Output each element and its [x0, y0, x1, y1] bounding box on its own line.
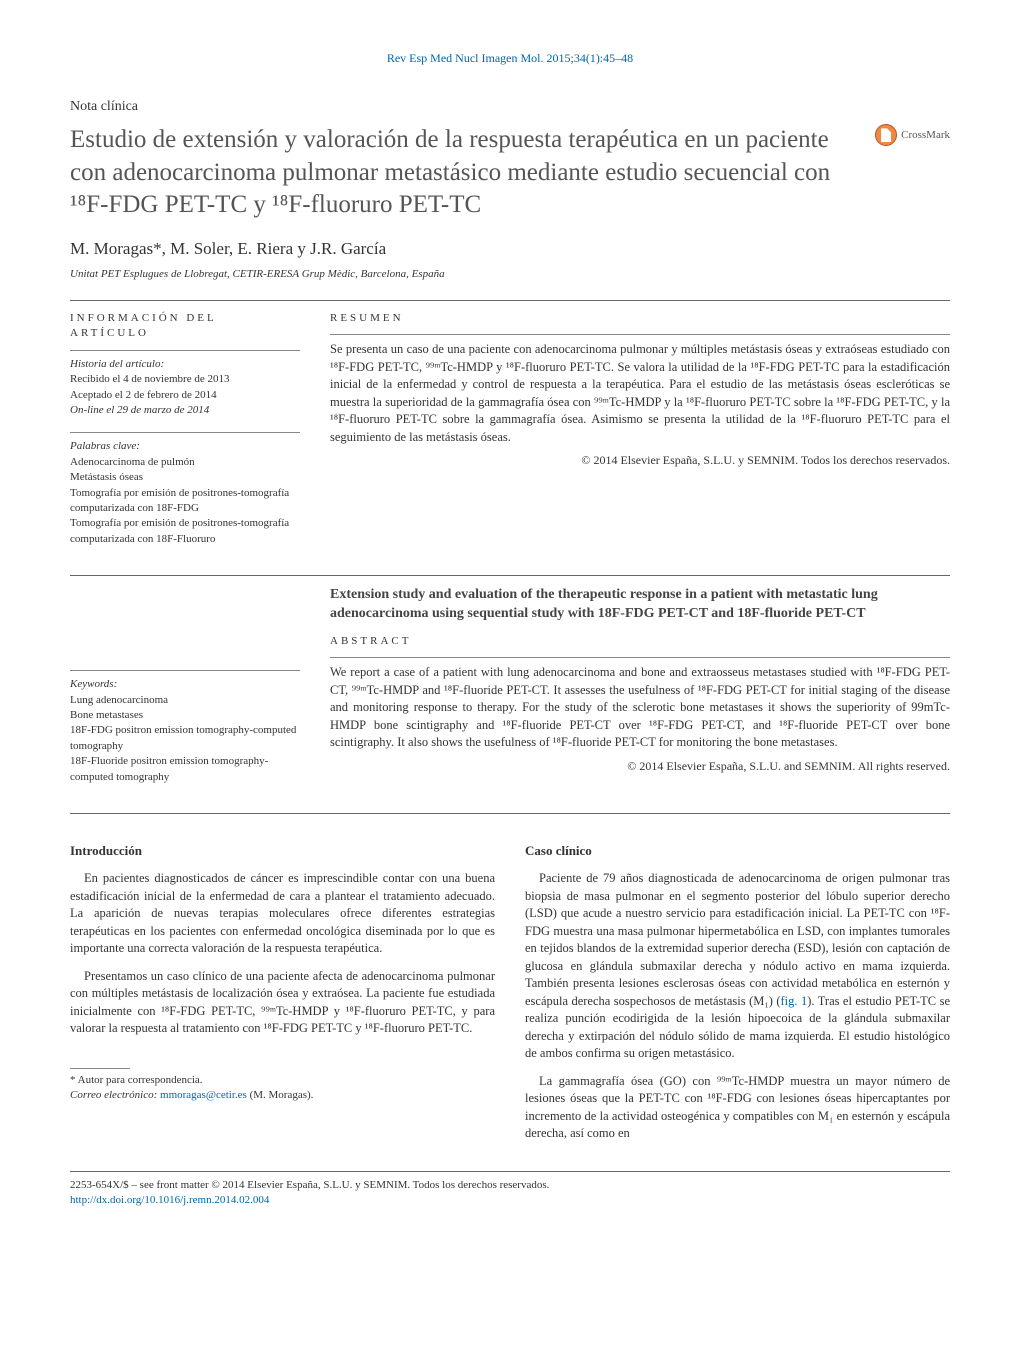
divider [70, 432, 300, 433]
abstract-heading: ABSTRACT [330, 634, 950, 649]
doi-link[interactable]: http://dx.doi.org/10.1016/j.remn.2014.02… [70, 1194, 269, 1206]
authors: M. Moragas*, M. Soler, E. Riera y J.R. G… [70, 237, 950, 261]
corresponding-email: Correo electrónico: mmoragas@cetir.es (M… [70, 1088, 495, 1103]
keyword-item: Bone metastases [70, 708, 300, 723]
keyword-item: Tomografía por emisión de positrones-tom… [70, 486, 300, 517]
history-label: Historia del artículo: [70, 357, 300, 372]
article-history: Historia del artículo: Recibido el 4 de … [70, 357, 300, 419]
case-paragraph: La gammagrafía ósea (GO) con ⁹⁹ᵐTc-HMDP … [525, 1073, 950, 1143]
resumen-text: Se presenta un caso de una paciente con … [330, 341, 950, 446]
history-online: On-line el 29 de marzo de 2014 [70, 403, 300, 418]
case-heading: Caso clínico [525, 842, 950, 860]
keyword-item: 18F-FDG positron emission tomography-com… [70, 723, 300, 754]
keywords-label: Palabras clave: [70, 439, 300, 454]
divider [70, 300, 950, 301]
case-paragraph: Paciente de 79 años diagnosticada de ade… [525, 870, 950, 1063]
divider [330, 334, 950, 335]
intro-paragraph: Presentamos un caso clínico de una pacie… [70, 968, 495, 1038]
affiliation: Unitat PET Esplugues de Llobregat, CETIR… [70, 267, 950, 282]
article-title: Estudio de extensión y valoración de la … [70, 124, 875, 222]
resumen-heading: RESUMEN [330, 311, 950, 326]
keyword-item: Adenocarcinoma de pulmón [70, 455, 300, 470]
keyword-item: Tomografía por emisión de positrones-tom… [70, 516, 300, 547]
keyword-item: Lung adenocarcinoma [70, 693, 300, 708]
email-link[interactable]: mmoragas@cetir.es [160, 1089, 247, 1101]
divider [70, 350, 300, 351]
english-title: Extension study and evaluation of the th… [330, 586, 950, 624]
divider [70, 575, 950, 576]
figure-reference[interactable]: fig. 1 [780, 994, 807, 1008]
intro-heading: Introducción [70, 842, 495, 860]
divider [330, 657, 950, 658]
divider [70, 670, 300, 671]
history-received: Recibido el 4 de noviembre de 2013 [70, 372, 300, 387]
crossmark-badge[interactable]: CrossMark [875, 124, 950, 146]
crossmark-icon [875, 124, 897, 146]
corresponding-author-note: * Autor para correspondencia. [70, 1073, 495, 1088]
article-info-heading: INFORMACIÓN DEL ARTÍCULO [70, 311, 300, 342]
history-accepted: Aceptado el 2 de febrero de 2014 [70, 388, 300, 403]
keywords-english: Keywords: Lung adenocarcinoma Bone metas… [70, 677, 300, 785]
keyword-item: 18F-Fluoride positron emission tomograph… [70, 754, 300, 785]
keywords-label: Keywords: [70, 677, 300, 692]
keyword-item: Metástasis óseas [70, 470, 300, 485]
footnote-divider [70, 1068, 130, 1069]
keywords-spanish: Palabras clave: Adenocarcinoma de pulmón… [70, 439, 300, 547]
footer-divider [70, 1171, 950, 1172]
divider [70, 813, 950, 814]
journal-reference: Rev Esp Med Nucl Imagen Mol. 2015;34(1):… [70, 50, 950, 67]
copyright-english: © 2014 Elsevier España, S.L.U. and SEMNI… [330, 758, 950, 775]
abstract-text: We report a case of a patient with lung … [330, 664, 950, 752]
intro-paragraph: En pacientes diagnosticados de cáncer es… [70, 870, 495, 958]
crossmark-label: CrossMark [901, 128, 950, 143]
copyright-spanish: © 2014 Elsevier España, S.L.U. y SEMNIM.… [330, 452, 950, 469]
article-type: Nota clínica [70, 97, 950, 117]
footer-issn: 2253-654X/$ – see front matter © 2014 El… [70, 1178, 950, 1193]
